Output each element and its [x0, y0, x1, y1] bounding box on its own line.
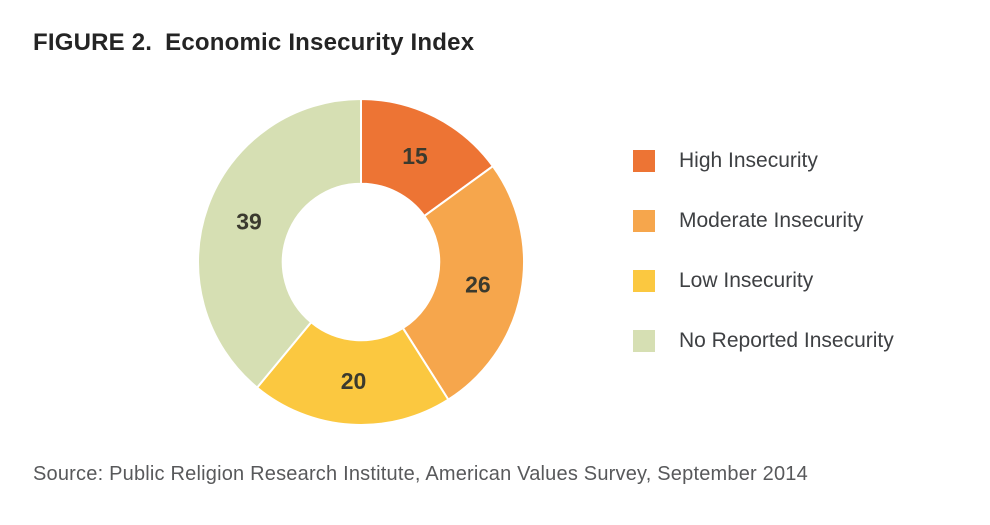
legend-item-label: High Insecurity — [679, 149, 818, 172]
legend-item-4: No Reported Insecurity — [633, 329, 894, 353]
figure-number-label: FIGURE 2. — [33, 29, 153, 56]
donut-slice-3 — [255, 320, 450, 427]
legend-item-2: Moderate Insecurity — [633, 209, 894, 233]
slice-value-label-1: 15 — [402, 143, 428, 169]
legend-item-3: Low Insecurity — [633, 269, 894, 293]
slice-value-label-3: 20 — [341, 368, 367, 394]
legend-swatch-icon — [633, 210, 655, 232]
slice-value-label-4: 39 — [236, 209, 262, 235]
legend-item-label: Low Insecurity — [679, 269, 814, 292]
source-caption: Source: Public Religion Research Institu… — [33, 463, 808, 485]
donut-slice-2 — [401, 164, 526, 402]
legend-item-label: Moderate Insecurity — [679, 209, 864, 232]
legend-swatch-icon — [633, 330, 655, 352]
legend-item-label: No Reported Insecurity — [679, 329, 894, 352]
figure-title-text: Economic Insecurity Index — [165, 29, 475, 56]
figure-title: FIGURE 2. Economic Insecurity Index — [33, 29, 474, 57]
slice-value-label-2: 26 — [465, 271, 491, 297]
legend-swatch-icon — [633, 270, 655, 292]
chart-legend: High Insecurity Moderate Insecurity Low In… — [633, 149, 894, 353]
legend-swatch-icon — [633, 150, 655, 172]
donut-slice-4 — [197, 97, 362, 389]
legend-item-1: High Insecurity — [633, 149, 894, 173]
donut-chart: 15 26 20 39 — [197, 97, 526, 427]
